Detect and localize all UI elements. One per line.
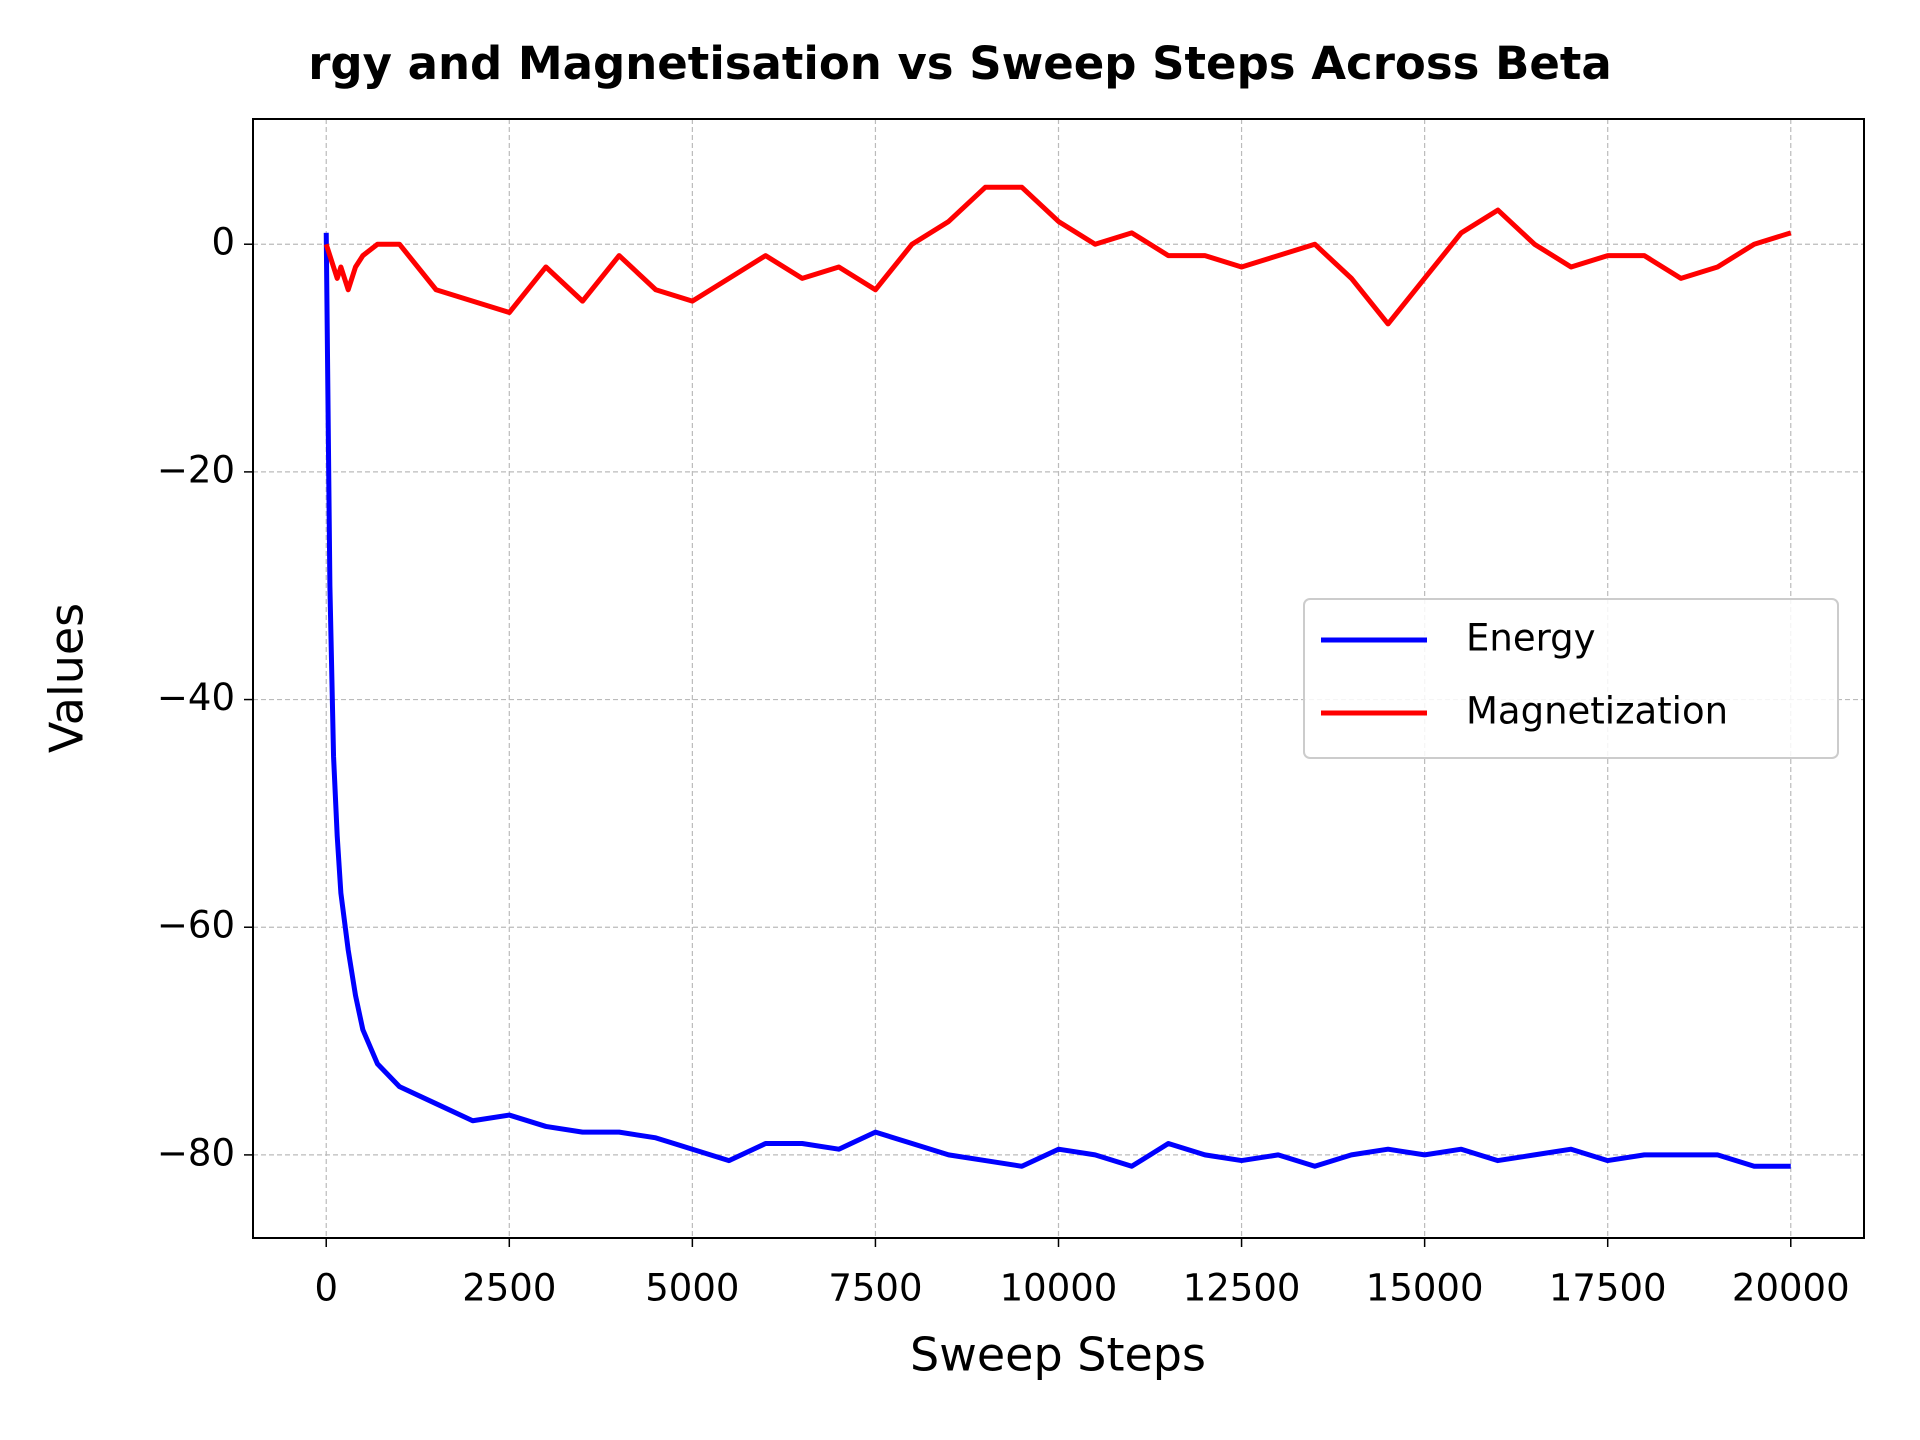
y-tick-label: 0 — [211, 221, 235, 264]
x-tick-label: 7500 — [828, 1267, 922, 1310]
y-tick-label: −80 — [157, 1131, 235, 1174]
legend-label: Energy — [1466, 617, 1596, 660]
x-tick-label: 2500 — [462, 1267, 556, 1310]
x-tick-label: 0 — [314, 1267, 338, 1310]
x-axis-label: Sweep Steps — [910, 1328, 1206, 1382]
y-tick-label: −20 — [157, 448, 235, 491]
y-tick-label: −40 — [157, 676, 235, 719]
data-line — [323, 232, 1791, 1169]
y-axis-label: Values — [40, 603, 94, 753]
legend-box — [1303, 598, 1839, 759]
x-tick-label: 5000 — [645, 1267, 739, 1310]
y-tick-label: −60 — [157, 904, 235, 947]
x-tick-label: 15000 — [1366, 1267, 1484, 1310]
x-tick-label: 12500 — [1183, 1267, 1301, 1310]
chart-title: rgy and Magnetisation vs Sweep Steps Acr… — [308, 37, 1612, 90]
legend-label: Magnetization — [1466, 690, 1728, 733]
x-tick-label: 17500 — [1549, 1267, 1667, 1310]
plot-frame — [252, 118, 1865, 1239]
data-line — [323, 184, 1792, 327]
x-tick-label: 20000 — [1732, 1267, 1850, 1310]
x-tick-label: 10000 — [1000, 1267, 1118, 1310]
